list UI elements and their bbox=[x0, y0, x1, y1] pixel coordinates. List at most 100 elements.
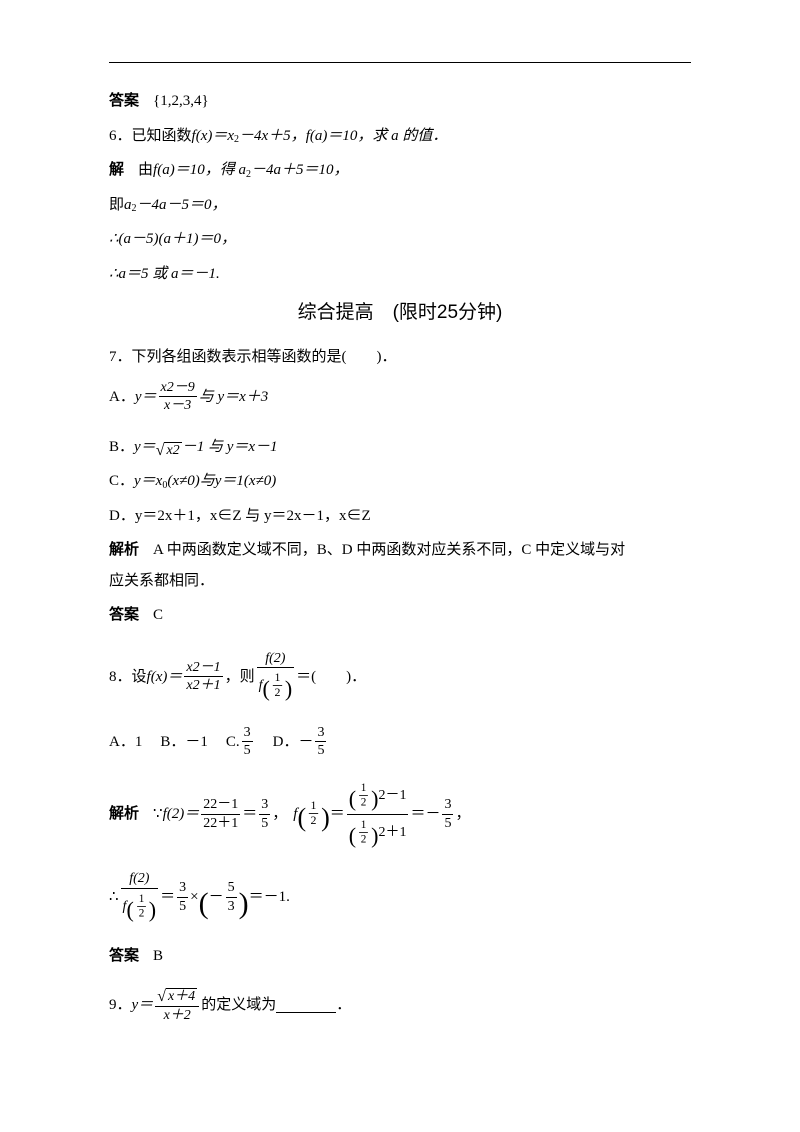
q9-end: ． bbox=[336, 994, 351, 1017]
q8-mid: ，则 bbox=[225, 666, 255, 689]
answer-label: 答案 bbox=[109, 90, 139, 113]
pl-icon: ( bbox=[349, 826, 356, 846]
d: f ( 1 2 ) bbox=[121, 890, 159, 924]
q7-B-pre: B． bbox=[109, 436, 134, 459]
q6-sol-eq2p: 即 bbox=[109, 194, 124, 217]
ans-label: 答案 bbox=[109, 604, 139, 627]
n: 5 bbox=[226, 880, 237, 895]
d: 5 bbox=[177, 899, 188, 914]
page-content: 答案 {1,2,3,4} 6． 已知函数 f (x)＝x2 －4x＋5， f(a… bbox=[109, 62, 691, 1023]
paren-l-icon: ( bbox=[297, 806, 306, 829]
q9-y: y＝ bbox=[132, 994, 154, 1017]
fraction-icon: f(2) f ( 1 2 ) bbox=[121, 871, 159, 923]
fraction-icon: x2－9 x－3 bbox=[159, 380, 197, 414]
t: 2＋1 bbox=[378, 825, 406, 840]
n: 1 bbox=[273, 672, 282, 685]
q7-answer: 答案 C bbox=[109, 604, 691, 627]
q7-C-a: y＝x bbox=[134, 470, 162, 493]
n: 3 bbox=[259, 797, 270, 812]
neg: － bbox=[209, 886, 224, 909]
q6-number: 6． bbox=[109, 125, 132, 148]
fraction-icon: 3 5 bbox=[442, 797, 453, 831]
fraction-icon: 1 2 bbox=[359, 782, 368, 809]
eq: ＝ bbox=[160, 886, 175, 909]
fraction-icon: 3 5 bbox=[177, 880, 188, 914]
t: ＝－1. bbox=[249, 886, 290, 909]
fraction-icon: x＋4 x＋2 bbox=[155, 988, 199, 1023]
ans-label: 答案 bbox=[109, 945, 139, 968]
blank-line bbox=[276, 998, 336, 1013]
q7-D: D．y＝2x＋1，x∈Z 与 y＝2x－1，x∈Z bbox=[109, 505, 371, 528]
d: 5 bbox=[442, 816, 453, 831]
fraction-icon: f(2) f ( 1 2 ) bbox=[257, 651, 295, 703]
d: x＋2 bbox=[162, 1008, 193, 1023]
frac-den: x－3 bbox=[162, 398, 193, 413]
sol-label: 解 bbox=[109, 159, 124, 182]
q7-B-y: y＝ bbox=[134, 436, 156, 459]
q7-A: A． y＝ x2－9 x－3 与 y＝x＋3 bbox=[109, 380, 691, 414]
q7-ans-val: C bbox=[153, 604, 163, 627]
fraction-icon: 3 5 bbox=[259, 797, 270, 831]
q7-A-y: y＝ bbox=[135, 386, 157, 409]
fraction-icon: 1 2 bbox=[359, 819, 368, 846]
dn: 3 bbox=[315, 725, 326, 740]
n: 1 bbox=[309, 800, 318, 813]
q8-ans-val: B bbox=[153, 945, 163, 968]
pr-icon: ) bbox=[371, 789, 378, 809]
fn: x2－1 bbox=[184, 660, 222, 675]
d: 2 bbox=[359, 834, 368, 846]
q8-pre: 设 bbox=[132, 666, 147, 689]
d: 2 bbox=[309, 815, 318, 828]
dp: D．－ bbox=[273, 731, 314, 754]
ana-label: 解析 bbox=[109, 803, 139, 826]
bec: ∵ bbox=[153, 803, 163, 826]
fraction-icon: 3 5 bbox=[315, 725, 326, 759]
q7-analysis-1: 解析 A 中两函数定义域不同，B、D 中两函数对应关系不同，C 中定义域与对 bbox=[109, 539, 691, 562]
fraction-icon: 1 2 bbox=[273, 672, 282, 701]
q8-C: C. 3 5 bbox=[226, 725, 255, 759]
q6-sol-eq2a: a bbox=[124, 194, 132, 217]
r: x＋4 bbox=[166, 988, 197, 1004]
q6-sol-pre: 由 bbox=[138, 159, 153, 182]
q8-number: 8． bbox=[109, 666, 132, 689]
t: 2－1 bbox=[378, 788, 406, 803]
fraction-icon: x2－1 x2＋1 bbox=[184, 660, 222, 694]
q6-sol-eq1a: f(a)＝10，得 a bbox=[153, 159, 246, 182]
q7-C-b: (x≠0)与 bbox=[167, 470, 214, 493]
q7-number: 7． bbox=[109, 346, 132, 369]
q7-C: C． y＝x0 (x≠0)与 y＝1(x≠0) bbox=[109, 470, 691, 493]
n: 1 bbox=[359, 819, 368, 831]
pr-icon: ) bbox=[239, 890, 249, 917]
ana-label: 解析 bbox=[109, 539, 139, 562]
n: 3 bbox=[177, 880, 188, 895]
paren-r-icon: ) bbox=[321, 806, 330, 829]
q9-number: 9． bbox=[109, 994, 132, 1017]
d: 2 bbox=[359, 797, 368, 809]
n: 22－1 bbox=[201, 797, 240, 812]
frac-num: x2－9 bbox=[159, 380, 197, 395]
eq2: ＝ bbox=[330, 803, 345, 826]
q9-stem: 9． y＝ x＋4 x＋2 的定义域为 ． bbox=[109, 988, 691, 1023]
q8-D: D．－ 3 5 bbox=[273, 725, 329, 759]
q6-tail: －4x＋5， bbox=[239, 125, 306, 148]
eq3: ＝－ bbox=[410, 803, 440, 826]
q8-stem: 8． 设 f(x)＝ x2－1 x2＋1 ，则 f(2) f ( 1 2 ) bbox=[109, 651, 691, 703]
q7-A-pre: A． bbox=[109, 386, 135, 409]
q7-analysis-2: 应关系都相同． bbox=[109, 570, 691, 593]
q9-suf: 的定义域为 bbox=[201, 994, 276, 1017]
pl-icon: ( bbox=[126, 900, 133, 920]
fraction-icon: ( 1 2 ) 2－1 ( 1 2 ) 2＋1 bbox=[347, 779, 409, 850]
q7-A-suf: 与 y＝x＋3 bbox=[199, 386, 269, 409]
pr-icon: ) bbox=[149, 900, 156, 920]
sqrt-icon: x2 bbox=[156, 442, 182, 458]
q7-B-suf: －1 与 y＝x－1 bbox=[182, 436, 278, 459]
q6-sol-eq3: ∴(a－5)(a＋1)＝0， bbox=[109, 228, 236, 251]
q8-choices: A．1 B．－1 C. 3 5 D．－ 3 5 bbox=[109, 725, 691, 759]
fd: x2＋1 bbox=[184, 678, 222, 693]
eq: ＝ bbox=[242, 803, 257, 826]
q8-tail: ＝( )． bbox=[296, 666, 366, 689]
c: ， bbox=[272, 803, 287, 826]
n: 1 bbox=[359, 782, 368, 794]
n: 3 bbox=[442, 797, 453, 812]
cn: 3 bbox=[242, 725, 253, 740]
